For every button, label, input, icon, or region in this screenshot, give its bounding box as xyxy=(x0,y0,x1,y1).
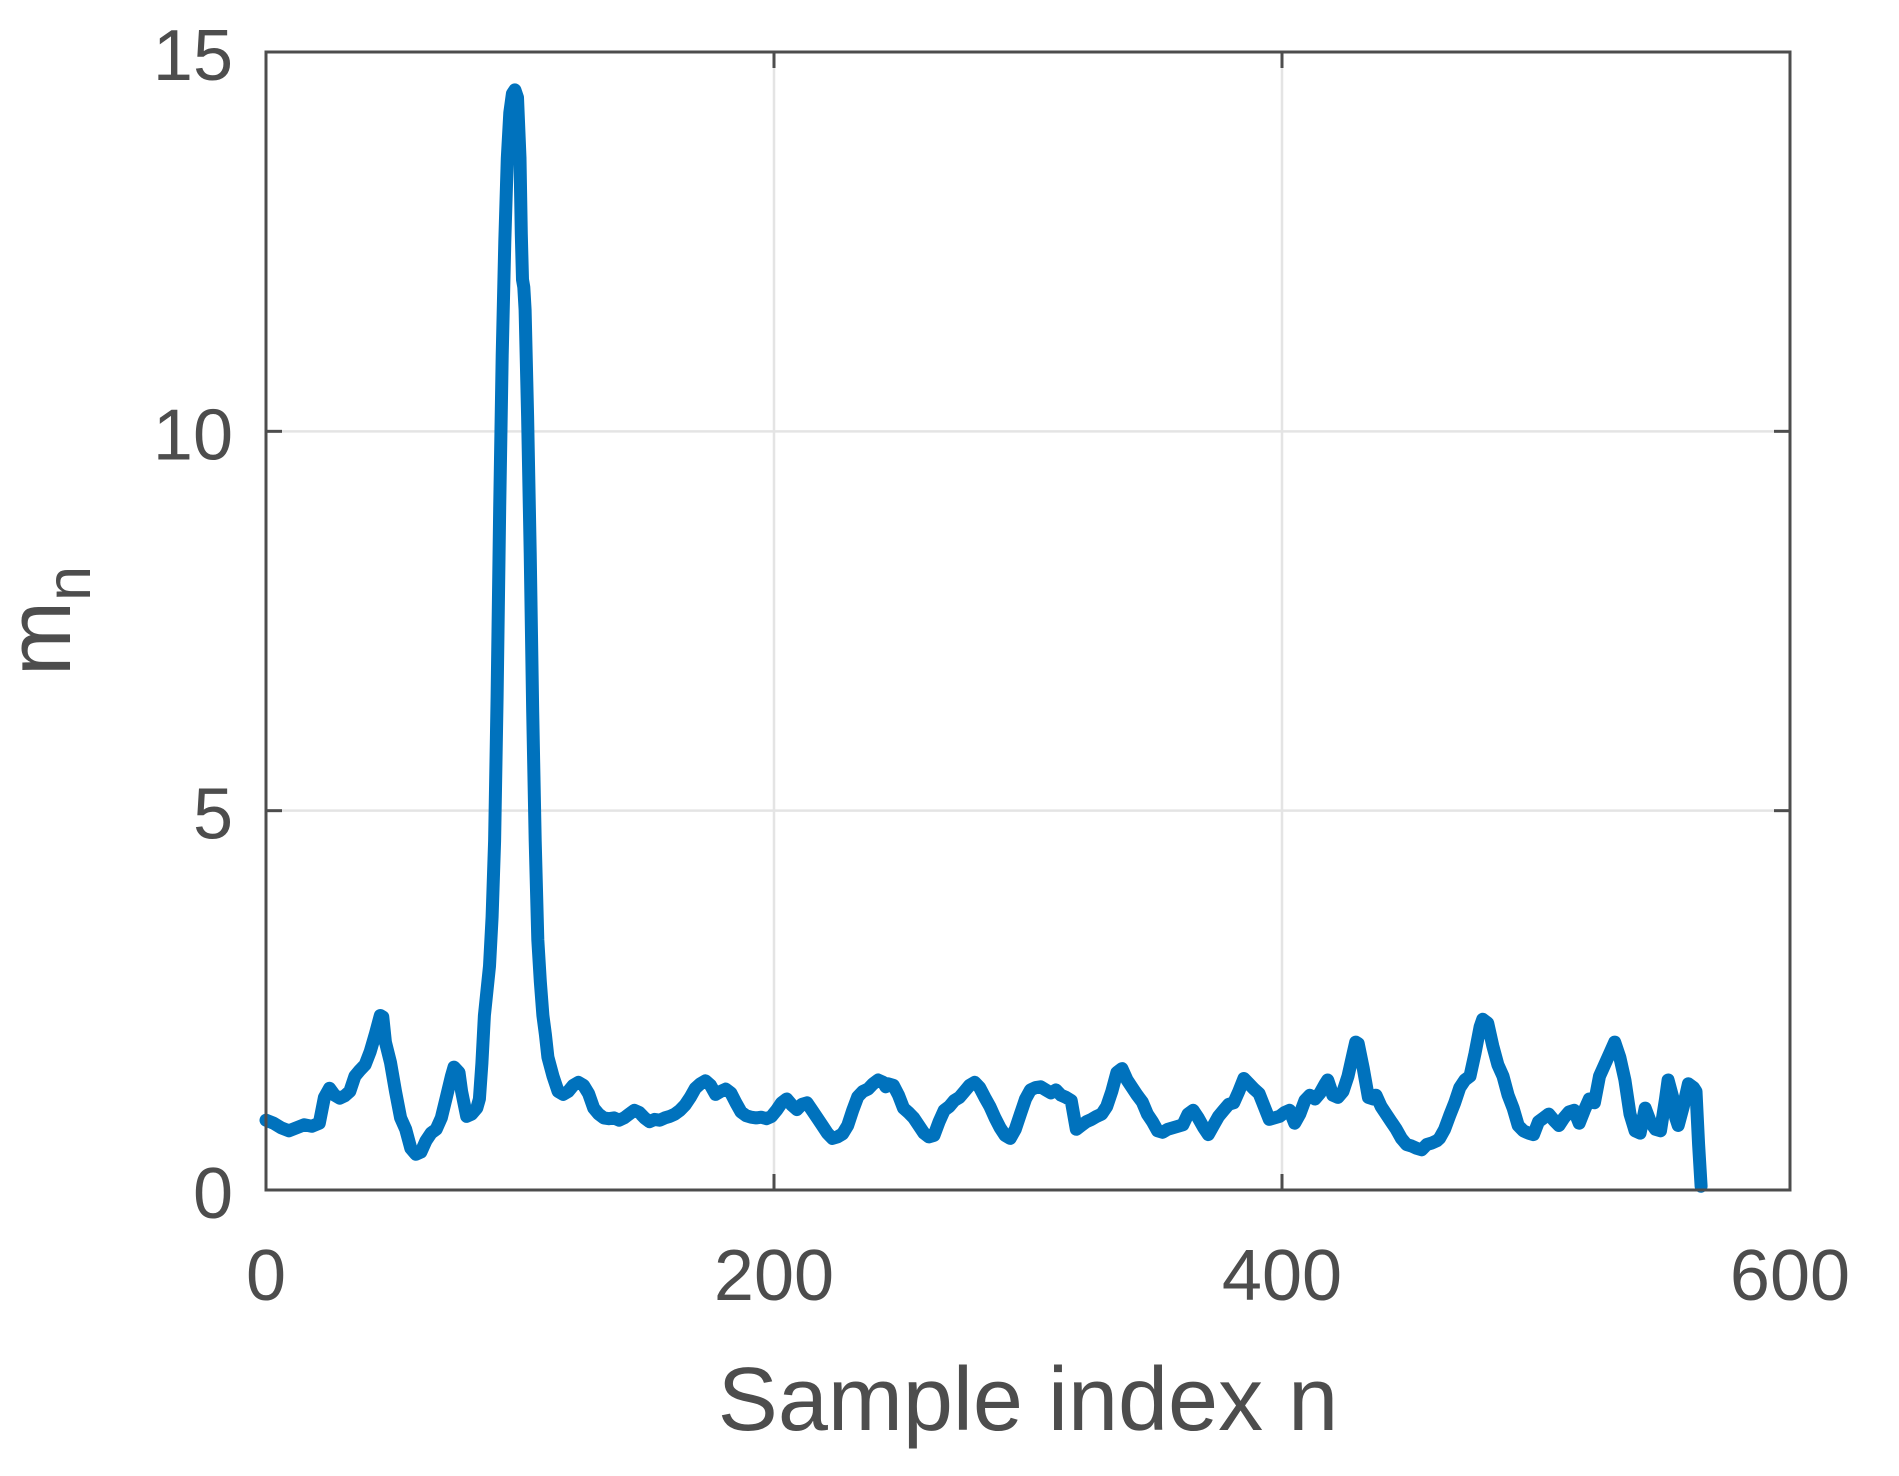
x-tick-label: 400 xyxy=(1222,1236,1342,1316)
x-tick-label: 0 xyxy=(246,1236,286,1316)
y-tick-label: 15 xyxy=(153,16,233,96)
y-tick-label: 5 xyxy=(193,775,233,855)
x-axis-label: Sample index n xyxy=(718,1350,1338,1450)
plot-box xyxy=(264,50,1792,1192)
y-tick-label: 0 xyxy=(193,1154,233,1234)
tick-labels: 0 200 400 600 0 5 10 15 xyxy=(153,16,1850,1316)
x-tick-label: 600 xyxy=(1730,1236,1850,1316)
signal-line xyxy=(259,83,1708,1193)
x-tick-label: 200 xyxy=(714,1236,834,1316)
y-label-base: m xyxy=(0,601,90,676)
y-label-subscript: n xyxy=(34,566,104,601)
data-series xyxy=(259,83,1708,1193)
axes-frame xyxy=(264,50,1792,1192)
y-axis-label: mn xyxy=(0,566,104,676)
y-tick-label: 10 xyxy=(153,395,233,475)
gridlines xyxy=(266,52,1790,1190)
